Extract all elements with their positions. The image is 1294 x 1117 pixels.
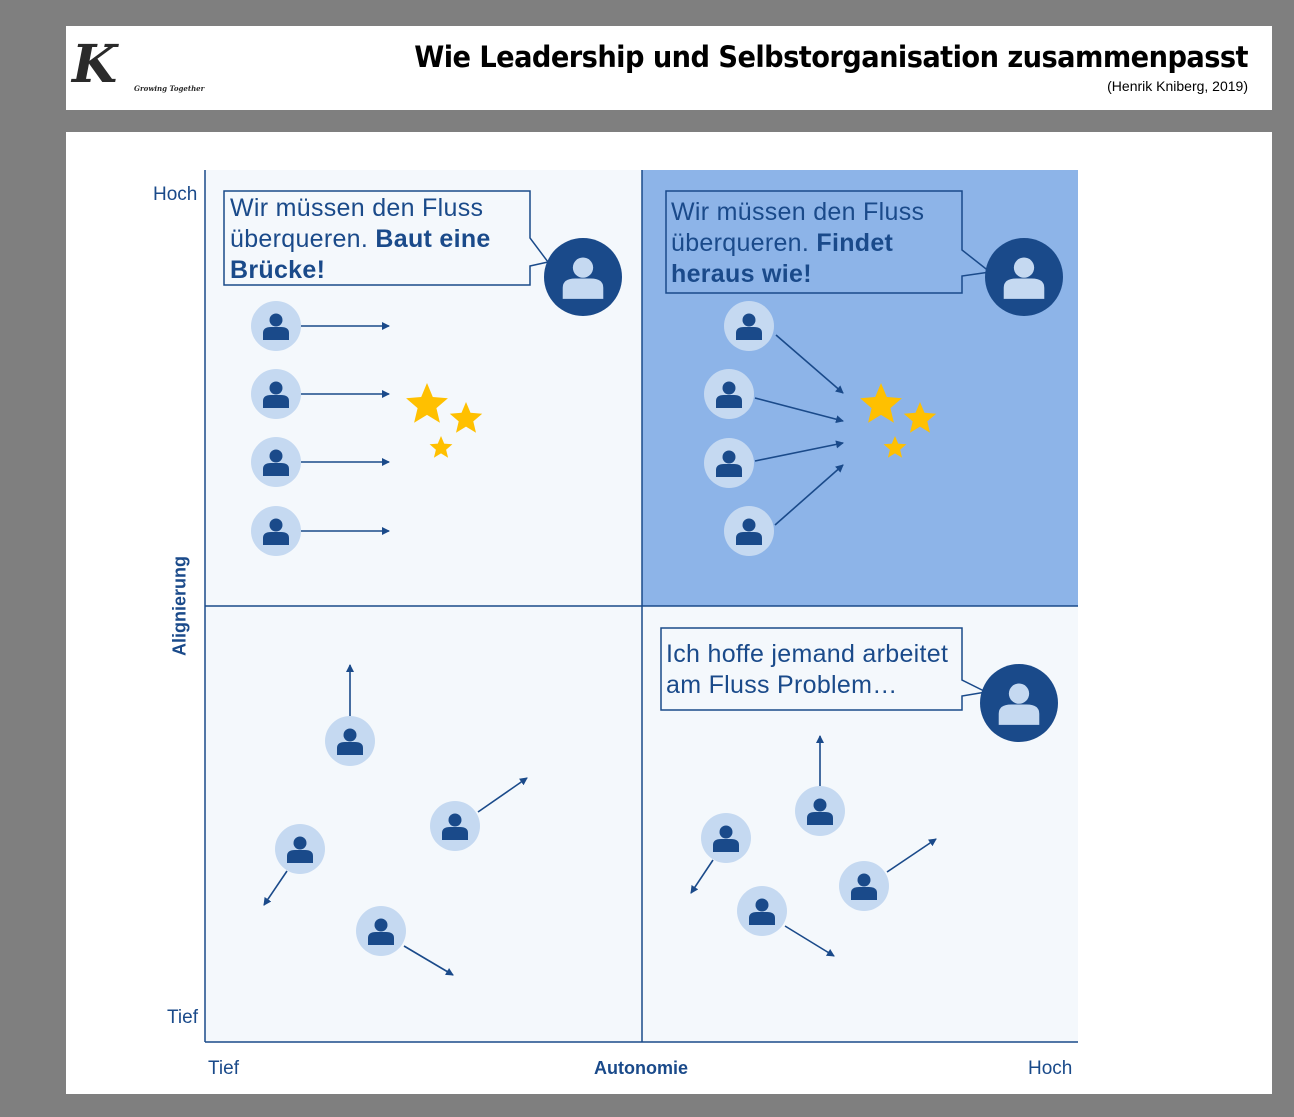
star-icon — [429, 436, 453, 458]
x-axis-high-label: Hoch — [1028, 1058, 1073, 1079]
star-icon — [406, 383, 448, 423]
callout-text: Wir müssen den Fluss überqueren. — [230, 194, 484, 253]
quadrant-bottom-left — [205, 606, 642, 1042]
arrow-icon — [886, 838, 937, 873]
star-icon — [903, 402, 937, 433]
person-icon — [430, 801, 480, 851]
person-icon — [704, 369, 754, 419]
x-axis-low-label: Tief — [208, 1058, 239, 1079]
x-axis-label: Autonomie — [594, 1058, 688, 1078]
person-icon — [724, 301, 774, 351]
star-icon — [449, 402, 483, 433]
arrow-icon — [690, 859, 714, 894]
person-icon — [251, 437, 301, 487]
y-axis-label: Alignierung — [169, 556, 190, 656]
person-icon — [544, 238, 622, 316]
page-subtitle: (Henrik Kniberg, 2019) — [1107, 78, 1248, 94]
person-icon — [356, 906, 406, 956]
callout-top-right: Wir müssen den Fluss überqueren. Findet … — [671, 197, 956, 290]
star-icon — [860, 383, 902, 423]
logo: K Growing Together — [72, 34, 212, 98]
callout-bold-text: Findet heraus wie! — [671, 229, 894, 288]
speech-bubble — [660, 627, 989, 711]
speech-bubble — [223, 190, 550, 286]
arrow-icon — [263, 870, 288, 906]
callout-bottom-right: Ich hoffe jemand arbeitet am Fluss Probl… — [666, 639, 961, 701]
header: K Growing Together Wie Leadership und Se… — [66, 26, 1272, 110]
person-icon — [704, 438, 754, 488]
person-icon — [251, 301, 301, 351]
arrow-icon — [774, 464, 844, 526]
arrow-icon — [754, 397, 844, 424]
callout-bold-text: Baut eine Brücke! — [230, 225, 491, 284]
page-title: Wie Leadership und Selbstorganisation zu… — [414, 40, 1248, 74]
arrow-icon — [775, 334, 844, 394]
person-icon — [724, 506, 774, 556]
speech-bubble — [665, 190, 992, 294]
person-icon — [980, 664, 1058, 742]
person-icon — [985, 238, 1063, 316]
callout-text: Ich hoffe jemand arbeitet am Fluss Probl… — [666, 640, 949, 699]
person-icon — [701, 813, 751, 863]
person-icon — [275, 824, 325, 874]
person-icon — [251, 506, 301, 556]
person-icon — [737, 886, 787, 936]
star-icon — [883, 436, 907, 458]
y-axis-high-label: Hoch — [153, 184, 198, 205]
arrow-icon — [403, 945, 454, 976]
callout-top-left: Wir müssen den Fluss überqueren. Baut ei… — [230, 193, 530, 286]
person-icon — [251, 369, 301, 419]
person-icon — [839, 861, 889, 911]
person-icon — [795, 786, 845, 836]
person-icon — [325, 716, 375, 766]
callout-text: Wir müssen den Fluss überqueren. — [671, 198, 925, 257]
arrow-icon — [477, 777, 528, 813]
logo-letter: K — [72, 34, 118, 95]
y-axis-low-label: Tief — [167, 1007, 198, 1028]
arrow-icon — [754, 440, 844, 462]
logo-tagline: Growing Together — [134, 84, 205, 93]
arrow-icon — [784, 925, 835, 957]
